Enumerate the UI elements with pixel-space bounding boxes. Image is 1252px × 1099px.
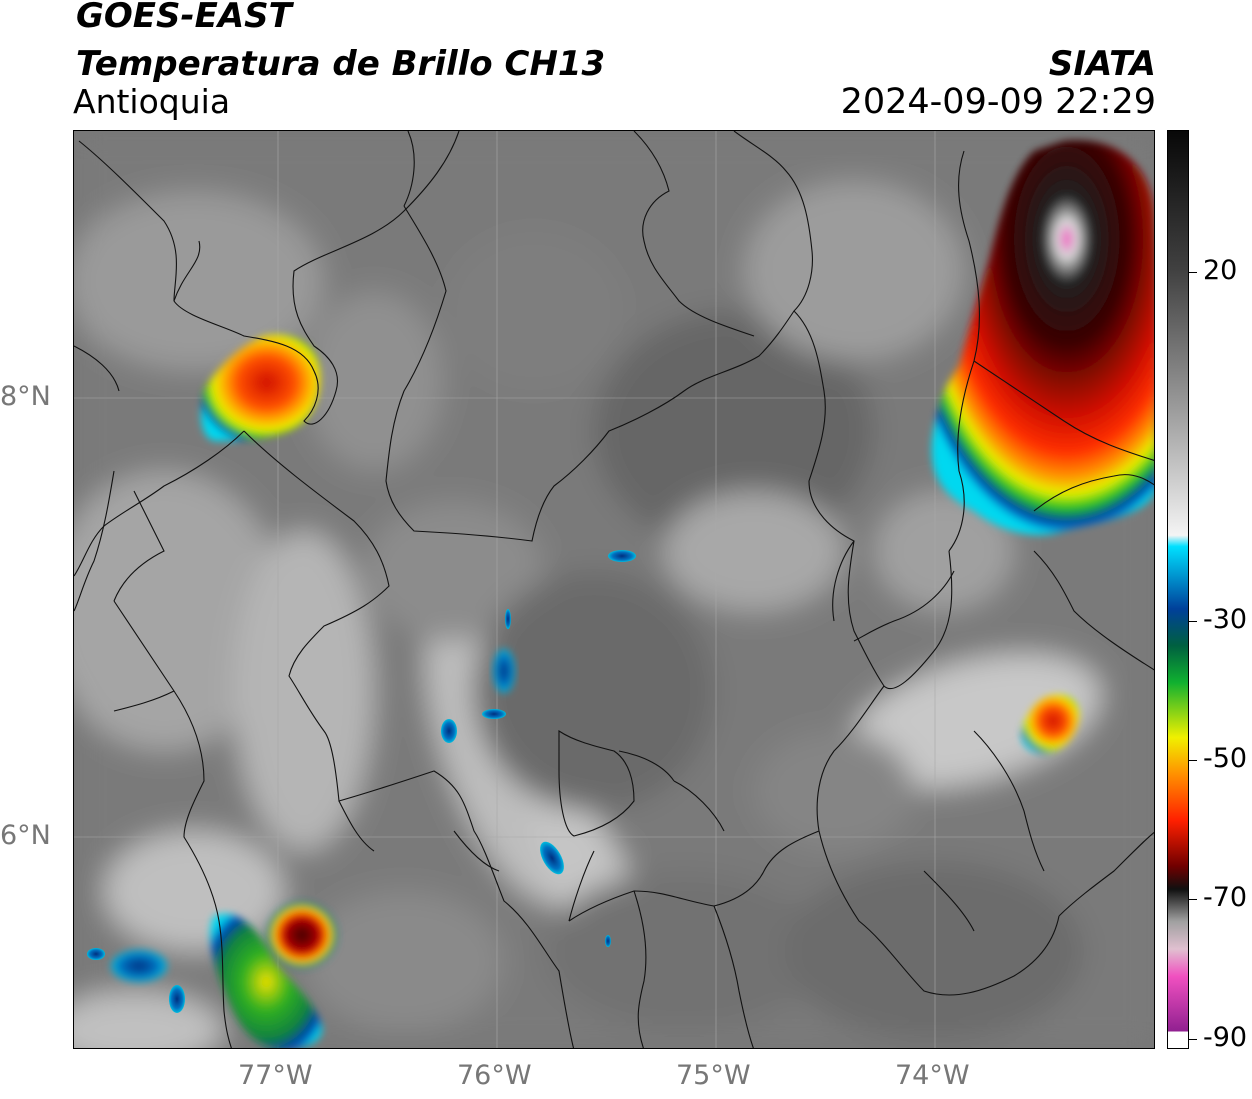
boundaries <box>74 131 1154 1048</box>
storm-northeast <box>931 140 1154 535</box>
storm-chocó-fragment <box>87 948 105 960</box>
lat-label-8N: 8°N <box>0 381 51 412</box>
product-title: Temperatura de Brillo CH13 <box>76 44 606 84</box>
blue-cell-7 <box>605 935 611 947</box>
gridlines <box>74 131 1154 1048</box>
colorbar-label-m50: -50 <box>1203 743 1248 774</box>
colorbar-tick-20 <box>1189 272 1197 273</box>
blue-cell-6 <box>505 609 511 629</box>
storm-cells <box>87 140 1154 1048</box>
colorbar-tick-m50 <box>1189 760 1197 761</box>
colorbar-label-m70: -70 <box>1203 882 1248 913</box>
lat-label-6N: 6°N <box>0 820 51 851</box>
lon-label-77W: 77°W <box>238 1060 313 1091</box>
blue-cell-3 <box>482 709 506 719</box>
colorbar-label-m90: -90 <box>1203 1022 1248 1053</box>
colorbar-label-20: 20 <box>1203 255 1238 286</box>
satellite-map <box>73 130 1155 1049</box>
storm-chocó-fragment2 <box>169 985 185 1013</box>
timestamp-label: 2024-09-09 22:29 <box>840 82 1156 122</box>
blue-cell-1 <box>493 649 515 693</box>
lon-label-74W: 74°W <box>895 1060 970 1091</box>
storm-southwest-band <box>210 913 323 1048</box>
brand-label: SIATA <box>1048 44 1156 84</box>
blue-cell-4 <box>608 550 636 562</box>
blue-cell-2 <box>441 719 457 743</box>
cloud-texture <box>74 131 1154 1048</box>
blue-cell-5 <box>540 841 564 875</box>
colorbar-tick-m30 <box>1189 621 1197 622</box>
colorbar-tick-m70 <box>1189 899 1197 900</box>
colorbar <box>1167 130 1189 1049</box>
storm-southwest-core <box>267 902 337 968</box>
colorbar-fill <box>1168 131 1188 1048</box>
lon-label-75W: 75°W <box>676 1060 751 1091</box>
storm-uraba <box>201 334 321 441</box>
colorbar-tick-m90 <box>1189 1039 1197 1040</box>
storm-chocó-cell <box>111 950 167 982</box>
satellite-title: GOES-EAST <box>76 0 292 36</box>
storm-magdalena-medio <box>1021 694 1079 753</box>
lon-label-76W: 76°W <box>457 1060 532 1091</box>
region-label: Antioquia <box>73 82 231 121</box>
colorbar-label-m30: -30 <box>1203 604 1248 635</box>
